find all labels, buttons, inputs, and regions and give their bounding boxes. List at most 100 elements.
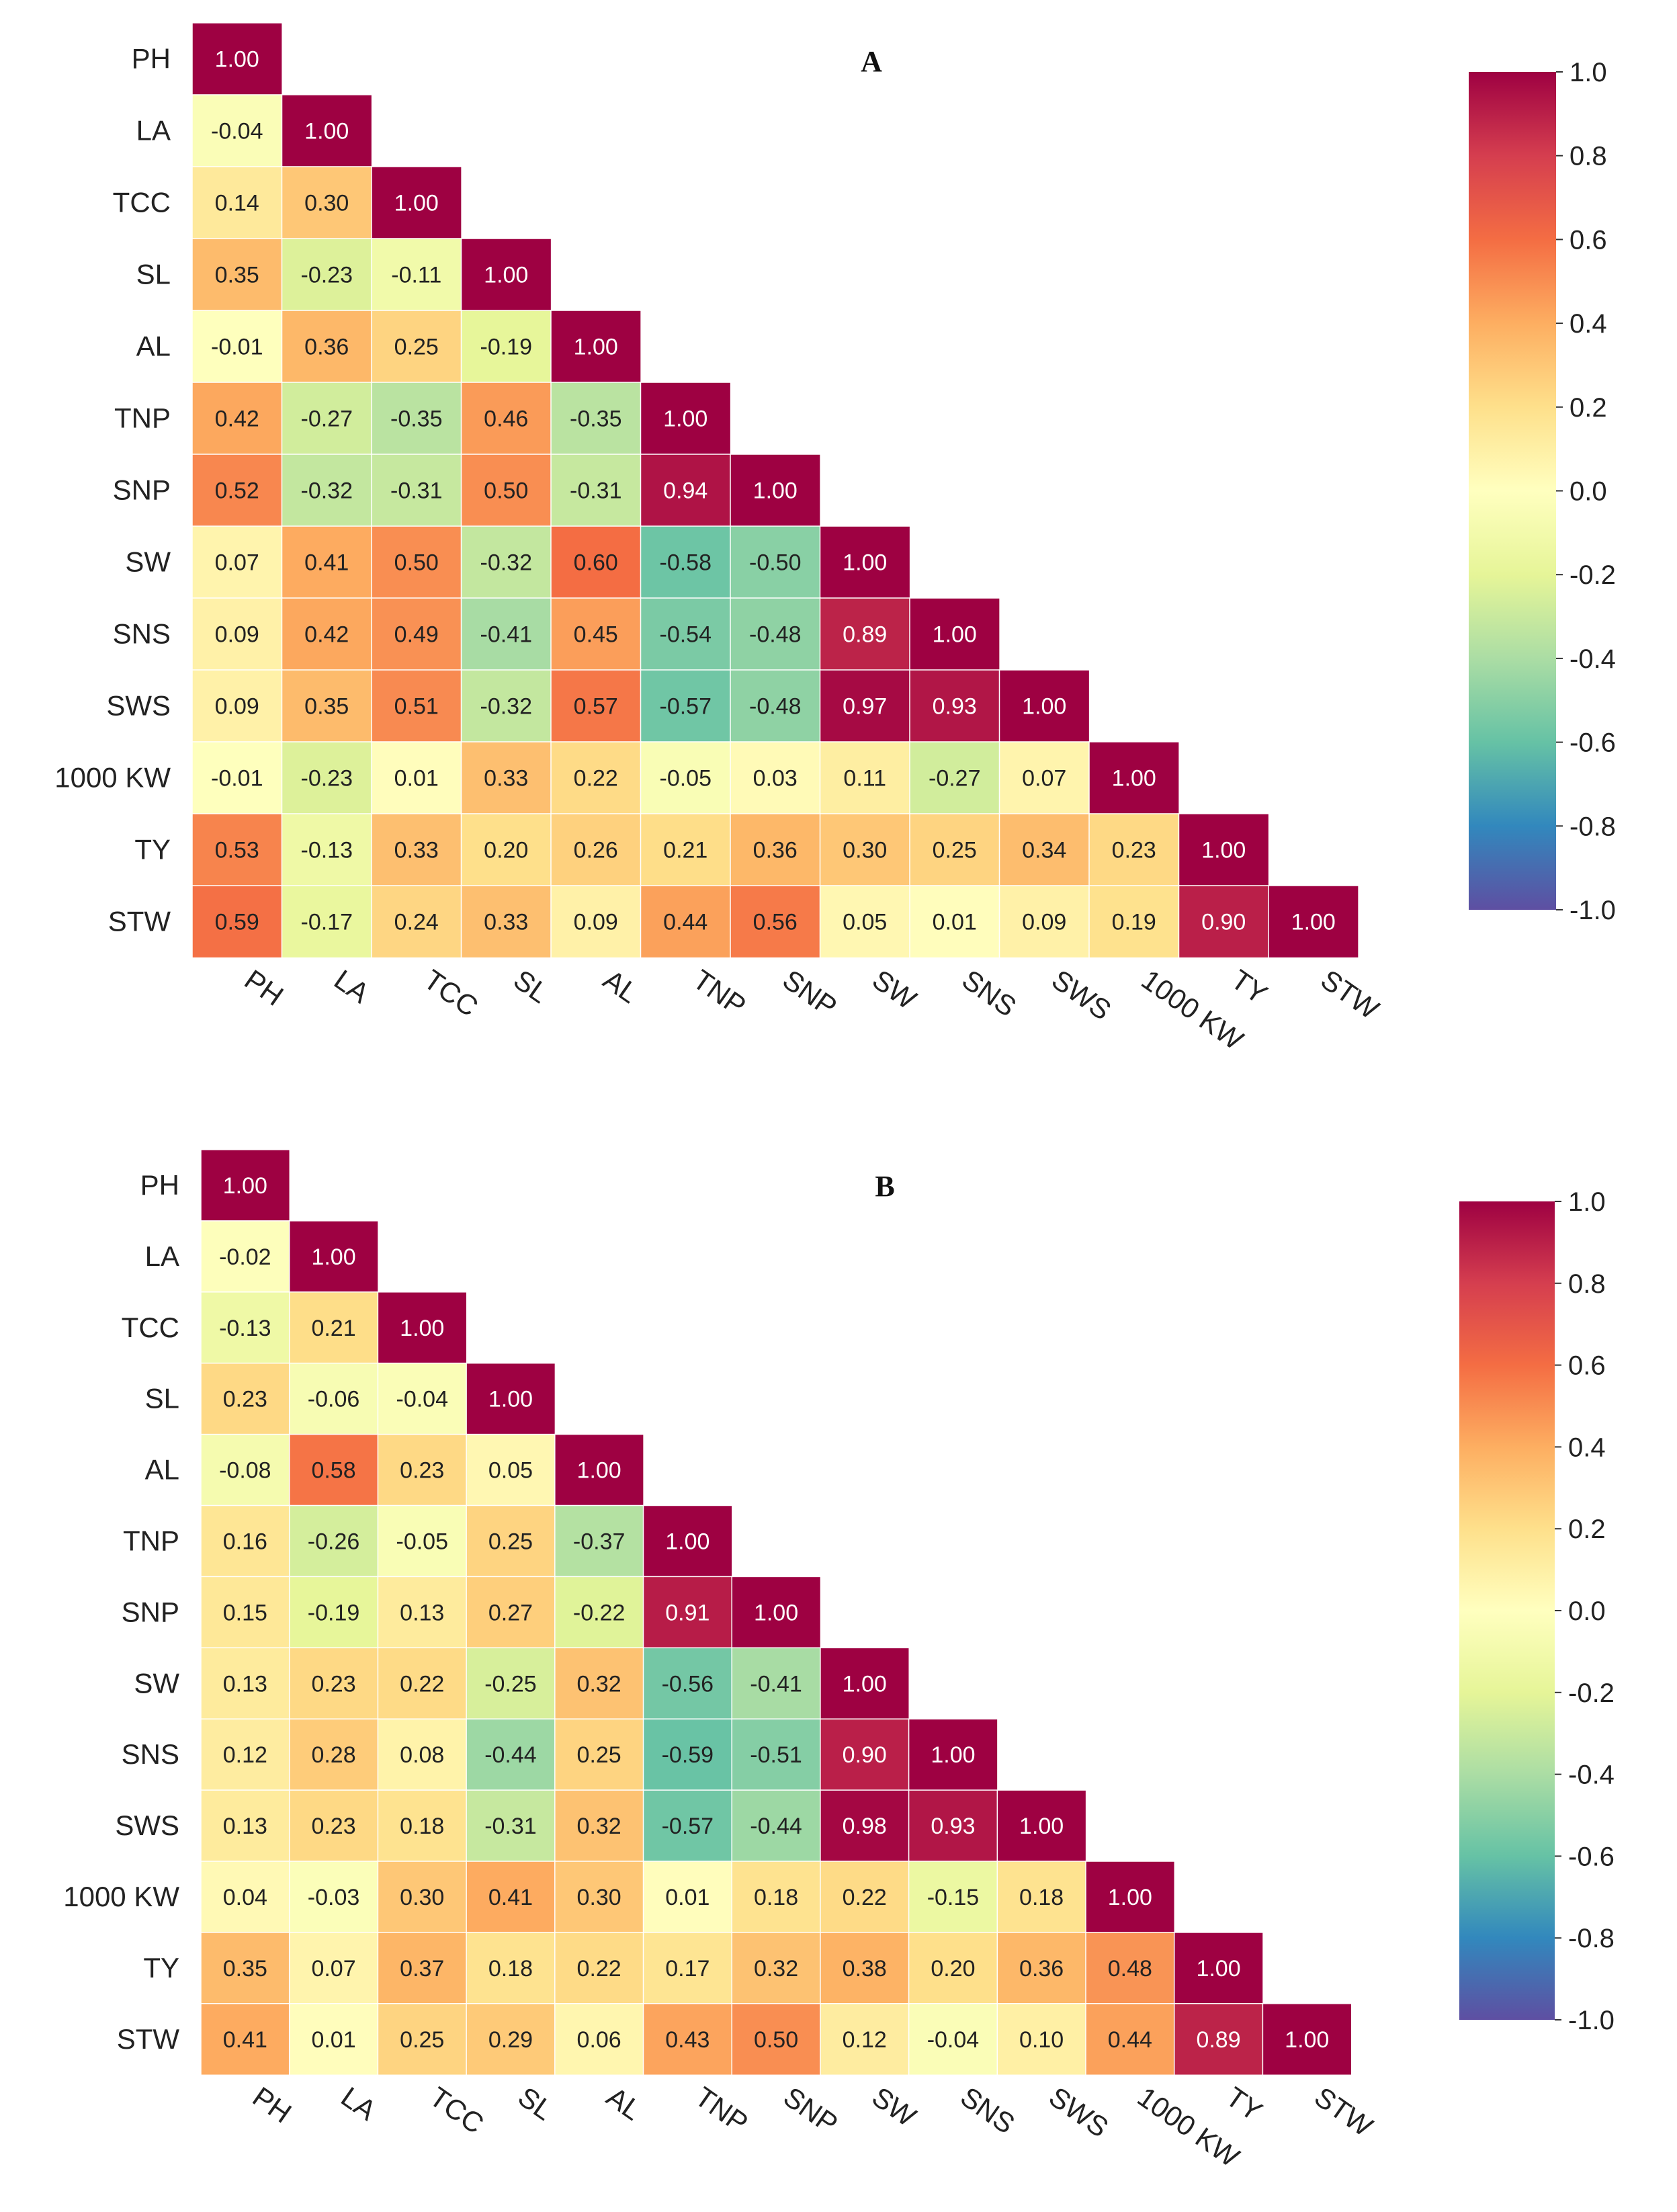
- cell-value-label: 0.23: [1112, 838, 1156, 863]
- cell-value-label: 0.93: [933, 694, 977, 720]
- heatmap-cell-SW-TNP: [642, 1647, 733, 1720]
- cell-value-label: -0.31: [390, 478, 443, 504]
- heatmap-cell-TCC-LA: [281, 166, 373, 240]
- heatmap-cell-SNS-SL: [466, 1718, 556, 1791]
- cell-value-label: 1.00: [1201, 838, 1246, 863]
- heatmap-cell-1000 KW-SNP: [731, 1861, 822, 1934]
- heatmap-cell-TY-SNS: [909, 813, 1000, 887]
- heatmap-cell-STW-TCC: [371, 885, 462, 959]
- colorbar-tick-label: 1.0: [1570, 58, 1607, 87]
- row-label-tcc: TCC: [122, 1312, 179, 1343]
- heatmap-cell-SNS-SNS: [909, 597, 1000, 671]
- cell-value-label: 0.20: [484, 838, 528, 863]
- cell-value-label: 0.27: [488, 1600, 533, 1625]
- cell-value-label: 0.25: [394, 335, 439, 360]
- cell-value-label: 0.50: [394, 550, 439, 576]
- cell-value-label: 0.41: [223, 2027, 267, 2053]
- heatmap-cell-LA-LA: [281, 94, 373, 168]
- cell-value-label: -0.27: [301, 407, 353, 432]
- heatmap-cell-SL-LA: [281, 238, 373, 312]
- heatmap-cell-SW-TCC: [371, 525, 462, 599]
- cell-value-label: -0.44: [750, 1814, 802, 1839]
- cell-value-label: 0.05: [488, 1458, 533, 1484]
- cell-value-label: 0.09: [215, 694, 259, 720]
- cell-value-label: 1.00: [304, 119, 349, 144]
- cell-value-label: -0.19: [480, 335, 533, 360]
- row-label-al: AL: [145, 1454, 179, 1486]
- cell-value-label: 0.23: [400, 1458, 444, 1484]
- heatmap-cell-SWS-SW: [820, 1789, 910, 1863]
- heatmap-cell-TCC-TCC: [377, 1291, 468, 1365]
- heatmap-cell-SW-SW: [819, 525, 911, 599]
- colorbar-tick-label: -0.4: [1570, 644, 1616, 674]
- cell-value-label: -0.26: [308, 1529, 360, 1554]
- colorbar-tick-label: 0.2: [1570, 393, 1607, 423]
- heatmap-cell-TNP-PH: [191, 382, 283, 456]
- cell-value-label: -0.35: [570, 407, 622, 432]
- heatmap-cell-TY-1000 KW: [1088, 813, 1180, 887]
- heatmap-cell-TNP-AL: [550, 382, 642, 456]
- heatmap-cell-SNP-SNP: [730, 454, 821, 527]
- col-label-1000-kw: 1000 KW: [1136, 964, 1250, 1056]
- heatmap-cell-SNS-SNP: [730, 597, 821, 671]
- heatmap-cell-TY-LA: [288, 1932, 379, 2005]
- cell-value-label: 0.18: [488, 1956, 533, 1982]
- heatmap-cell-STW-1000 KW: [1088, 885, 1180, 959]
- cell-value-label: 0.51: [394, 694, 439, 720]
- cell-value-label: 0.21: [663, 838, 707, 863]
- row-label-stw: STW: [108, 906, 171, 937]
- cell-value-label: -0.23: [301, 263, 353, 288]
- cell-value-label: 1.00: [843, 1671, 887, 1697]
- col-label-sl: SL: [513, 2081, 559, 2127]
- cell-value-label: 0.52: [215, 478, 259, 504]
- heatmap-cell-STW-TNP: [642, 2003, 733, 2076]
- heatmap-cell-1000 KW-1000 KW: [1085, 1861, 1176, 1934]
- heatmap-cell-1000 KW-PH: [200, 1861, 291, 1934]
- cell-value-label: 0.33: [484, 910, 528, 935]
- row-label-sns: SNS: [113, 618, 171, 650]
- col-label-la: LA: [335, 2081, 382, 2127]
- cell-value-label: -0.22: [573, 1600, 626, 1625]
- cell-value-label: -0.48: [749, 622, 802, 648]
- cell-value-label: -0.23: [301, 766, 353, 792]
- heatmap-cell-TY-TNP: [640, 813, 732, 887]
- cell-value-label: -0.01: [211, 335, 263, 360]
- heatmap-cell-TY-LA: [281, 813, 373, 887]
- heatmap-cell-TY-TY: [1173, 1932, 1264, 2005]
- heatmap-cell-STW-STW: [1268, 885, 1359, 959]
- cell-value-label: 0.37: [400, 1956, 444, 1982]
- cell-value-label: 0.09: [1022, 910, 1066, 935]
- cell-value-label: 0.89: [843, 622, 887, 648]
- cell-value-label: 0.33: [394, 838, 439, 863]
- row-label-sl: SL: [145, 1383, 179, 1414]
- cell-value-label: 0.19: [1112, 910, 1156, 935]
- row-label-tcc: TCC: [113, 187, 171, 218]
- cell-value-label: -0.56: [662, 1671, 714, 1697]
- cell-value-label: 0.32: [577, 1671, 621, 1697]
- cell-value-label: -0.44: [484, 1742, 537, 1768]
- heatmap-cell-TY-TY: [1178, 813, 1270, 887]
- cell-value-label: 1.00: [215, 47, 259, 73]
- cell-value-label: 0.18: [754, 1885, 798, 1910]
- cell-value-label: -0.32: [480, 550, 533, 576]
- cell-value-label: 0.35: [215, 263, 259, 288]
- cell-value-label: 0.13: [223, 1671, 267, 1697]
- colorbar-tick-label: -1.0: [1570, 896, 1616, 925]
- cell-value-label: 0.07: [215, 550, 259, 576]
- heatmap-cell-STW-AL: [550, 885, 642, 959]
- cell-value-label: -0.02: [219, 1244, 271, 1270]
- colorbar-tick-label: -0.4: [1568, 1760, 1615, 1790]
- heatmap-cell-SWS-SL: [466, 1789, 556, 1863]
- col-label-snp: SNP: [777, 964, 843, 1023]
- cell-value-label: 0.42: [304, 622, 349, 648]
- heatmap-cell-TNP-TNP: [642, 1504, 733, 1578]
- cell-value-label: 0.90: [1201, 910, 1246, 935]
- cell-value-label: -0.08: [219, 1458, 271, 1484]
- colorbar-tick-label: -0.6: [1568, 1842, 1615, 1871]
- colorbar-tick-label: 0.2: [1568, 1515, 1606, 1544]
- cell-value-label: 0.18: [1019, 1885, 1064, 1910]
- cell-value-label: 0.49: [394, 622, 439, 648]
- heatmap-cell-AL-LA: [281, 310, 373, 384]
- cell-value-label: 1.00: [1291, 910, 1336, 935]
- col-label-sw: SW: [867, 2081, 922, 2133]
